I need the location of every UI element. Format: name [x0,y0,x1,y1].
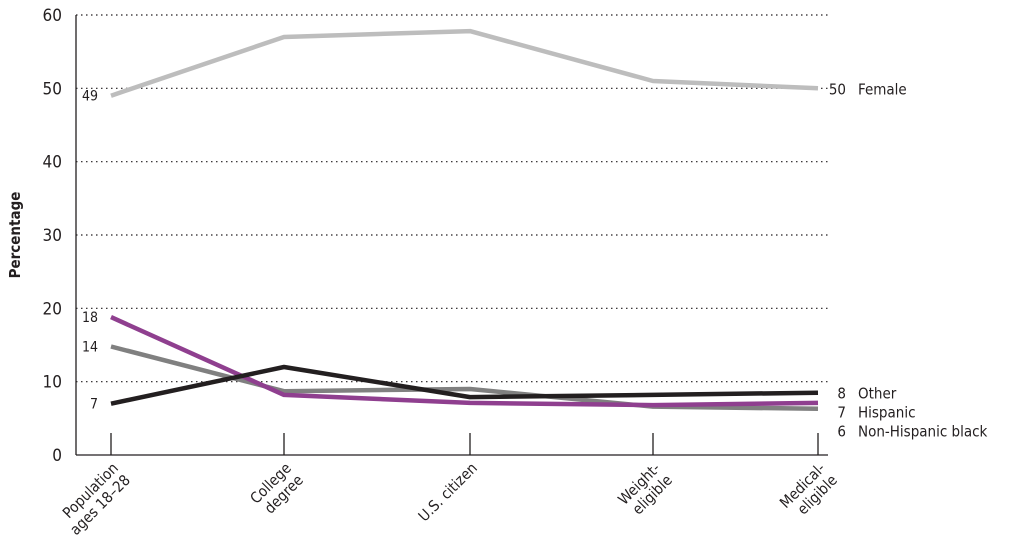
end-value-label-female: 50 [829,80,846,98]
series-line-other [110,364,819,406]
y-tick-label: 30 [43,226,62,246]
series-name-label-female: Female [858,80,907,98]
series-name-label-hispanic: Hispanic [858,404,916,422]
x-category-label-line: U.S. citizen [415,459,481,525]
end-value-label-other: 8 [837,385,846,403]
y-tick-label: 0 [52,446,62,466]
x-category-label: U.S. citizen [415,459,481,525]
y-tick-label: 60 [43,6,62,26]
data-labels: 49 14 18 7 50 Female 8 Other 7 Hispanic 6 Non-Hispa… [82,80,988,440]
y-tick-label: 20 [43,299,62,319]
x-category-label: Populationages 18–28 [54,459,134,539]
end-value-label-hispanic: 7 [837,404,846,422]
start-value-label-hispanic: 18 [82,310,98,326]
x-category-label: Collegedegree [246,459,306,519]
y-tick-label: 10 [43,373,62,393]
series-line-non-hispanic-black [110,344,819,412]
series-line-hispanic [110,315,819,408]
series-name-label-non-hispanic-black: Non-Hispanic black [858,423,988,441]
series-line-female [110,28,819,98]
start-value-label-female: 49 [82,89,98,105]
start-value-label-non-hispanic-black: 14 [82,339,98,355]
y-axis-title: Percentage [6,192,24,279]
y-tick-label: 40 [43,153,62,173]
x-category-label: Medical-eligible [776,459,841,524]
series-name-label-other: Other [858,385,897,403]
gridlines [76,14,828,383]
end-value-label-non-hispanic-black: 6 [837,423,846,441]
start-value-label-other: 7 [90,397,98,413]
series-lines [110,28,819,412]
x-category-label: Weight-eligible [614,459,675,520]
y-tick-label: 50 [43,79,62,99]
